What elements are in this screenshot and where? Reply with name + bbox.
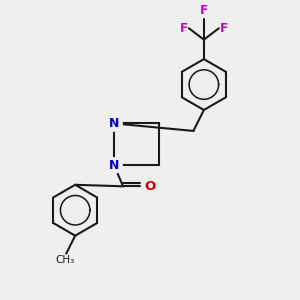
Text: O: O (144, 180, 155, 193)
Text: F: F (200, 4, 208, 16)
Text: N: N (109, 159, 119, 172)
Text: N: N (109, 117, 119, 130)
Text: CH₃: CH₃ (55, 255, 74, 265)
Text: F: F (179, 22, 188, 35)
Text: F: F (220, 22, 228, 35)
